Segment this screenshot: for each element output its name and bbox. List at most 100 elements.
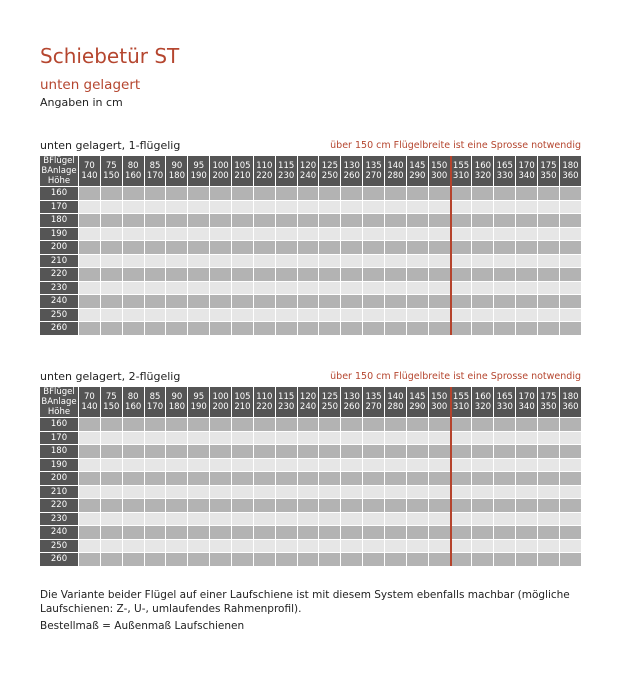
table-cell xyxy=(79,499,100,512)
column-header: 90 180 xyxy=(166,387,188,417)
table-cell xyxy=(188,200,210,213)
table-cell xyxy=(188,227,210,240)
table-cell xyxy=(100,268,122,281)
table-cell xyxy=(406,308,428,321)
table-cell xyxy=(363,268,385,281)
table-cell xyxy=(450,227,472,240)
table-cell xyxy=(385,200,406,213)
table-cell xyxy=(494,281,516,294)
table-cell xyxy=(516,485,538,498)
table-cell xyxy=(100,200,122,213)
table-cell xyxy=(363,458,385,471)
table-cell xyxy=(232,187,253,200)
column-header: 115 230 xyxy=(275,387,297,417)
table-cell xyxy=(297,214,319,227)
table-cell xyxy=(363,281,385,294)
table-cell xyxy=(275,200,297,213)
table-cell xyxy=(79,445,100,458)
table-row: 170 xyxy=(40,200,581,213)
table-cell xyxy=(494,526,516,539)
table-cell xyxy=(494,445,516,458)
table-cell xyxy=(363,485,385,498)
table-cell xyxy=(166,227,188,240)
table-cell xyxy=(363,241,385,254)
table-cell xyxy=(166,539,188,552)
table-cell xyxy=(428,214,450,227)
table-cell xyxy=(516,418,538,431)
table-cell xyxy=(559,418,581,431)
table-cell xyxy=(428,281,450,294)
table-cell xyxy=(385,322,406,335)
table-cell xyxy=(385,512,406,525)
table-cell xyxy=(494,214,516,227)
table-cell xyxy=(253,526,275,539)
table-cell xyxy=(210,472,232,485)
table-cell xyxy=(79,553,100,566)
table-cell xyxy=(188,512,210,525)
table-cell xyxy=(341,485,363,498)
table-cell xyxy=(210,418,232,431)
table-cell xyxy=(559,431,581,444)
table-cell xyxy=(516,241,538,254)
column-header: 180 360 xyxy=(559,156,581,186)
table-cell xyxy=(450,431,472,444)
table-cell xyxy=(253,458,275,471)
table-cell xyxy=(232,227,253,240)
table-cell xyxy=(494,485,516,498)
table-cell xyxy=(144,499,166,512)
table-cell xyxy=(538,295,559,308)
height-label: 170 xyxy=(40,431,78,444)
height-label: 190 xyxy=(40,227,78,240)
table-section-1: unten gelagert, 1-flügelig über 150 cm Fl… xyxy=(40,139,581,336)
table-cell xyxy=(516,472,538,485)
table-cell xyxy=(122,295,144,308)
table-cell xyxy=(341,200,363,213)
table-row: 210 xyxy=(40,254,581,267)
table-cell xyxy=(516,553,538,566)
table-cell xyxy=(538,445,559,458)
table-cell xyxy=(319,526,341,539)
table-cell xyxy=(122,268,144,281)
table-cell xyxy=(79,539,100,552)
table-cell xyxy=(319,295,341,308)
table-cell xyxy=(472,200,494,213)
table-cell xyxy=(450,322,472,335)
table-cell xyxy=(253,512,275,525)
table-cell xyxy=(319,539,341,552)
table-cell xyxy=(385,553,406,566)
table-cell xyxy=(232,214,253,227)
table-cell xyxy=(559,499,581,512)
table-cell xyxy=(232,445,253,458)
table-cell xyxy=(319,227,341,240)
table-cell xyxy=(297,308,319,321)
table-cell xyxy=(166,553,188,566)
table-cell xyxy=(210,268,232,281)
table-cell xyxy=(385,418,406,431)
column-header: 115 230 xyxy=(275,156,297,186)
table-cell xyxy=(166,268,188,281)
table-cell xyxy=(538,200,559,213)
table-cell xyxy=(538,254,559,267)
table-cell xyxy=(341,499,363,512)
table-cell xyxy=(144,445,166,458)
table-cell xyxy=(494,472,516,485)
table-cell xyxy=(472,472,494,485)
table-row: 210 xyxy=(40,485,581,498)
table-cell xyxy=(188,187,210,200)
column-header: 130 260 xyxy=(341,156,363,186)
table-cell xyxy=(188,295,210,308)
table-cell xyxy=(428,431,450,444)
table-cell xyxy=(188,322,210,335)
table-cell xyxy=(538,281,559,294)
table-cell xyxy=(210,322,232,335)
table-cell xyxy=(363,553,385,566)
table-cell xyxy=(363,187,385,200)
table-cell xyxy=(363,431,385,444)
table-cell xyxy=(538,322,559,335)
table-cell xyxy=(450,268,472,281)
table-cell xyxy=(385,281,406,294)
height-label: 230 xyxy=(40,512,78,525)
table-cell xyxy=(428,485,450,498)
table-cell xyxy=(559,472,581,485)
table-cell xyxy=(122,512,144,525)
